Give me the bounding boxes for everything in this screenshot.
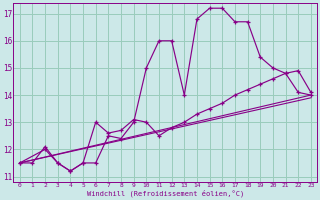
X-axis label: Windchill (Refroidissement éolien,°C): Windchill (Refroidissement éolien,°C) <box>87 190 244 197</box>
